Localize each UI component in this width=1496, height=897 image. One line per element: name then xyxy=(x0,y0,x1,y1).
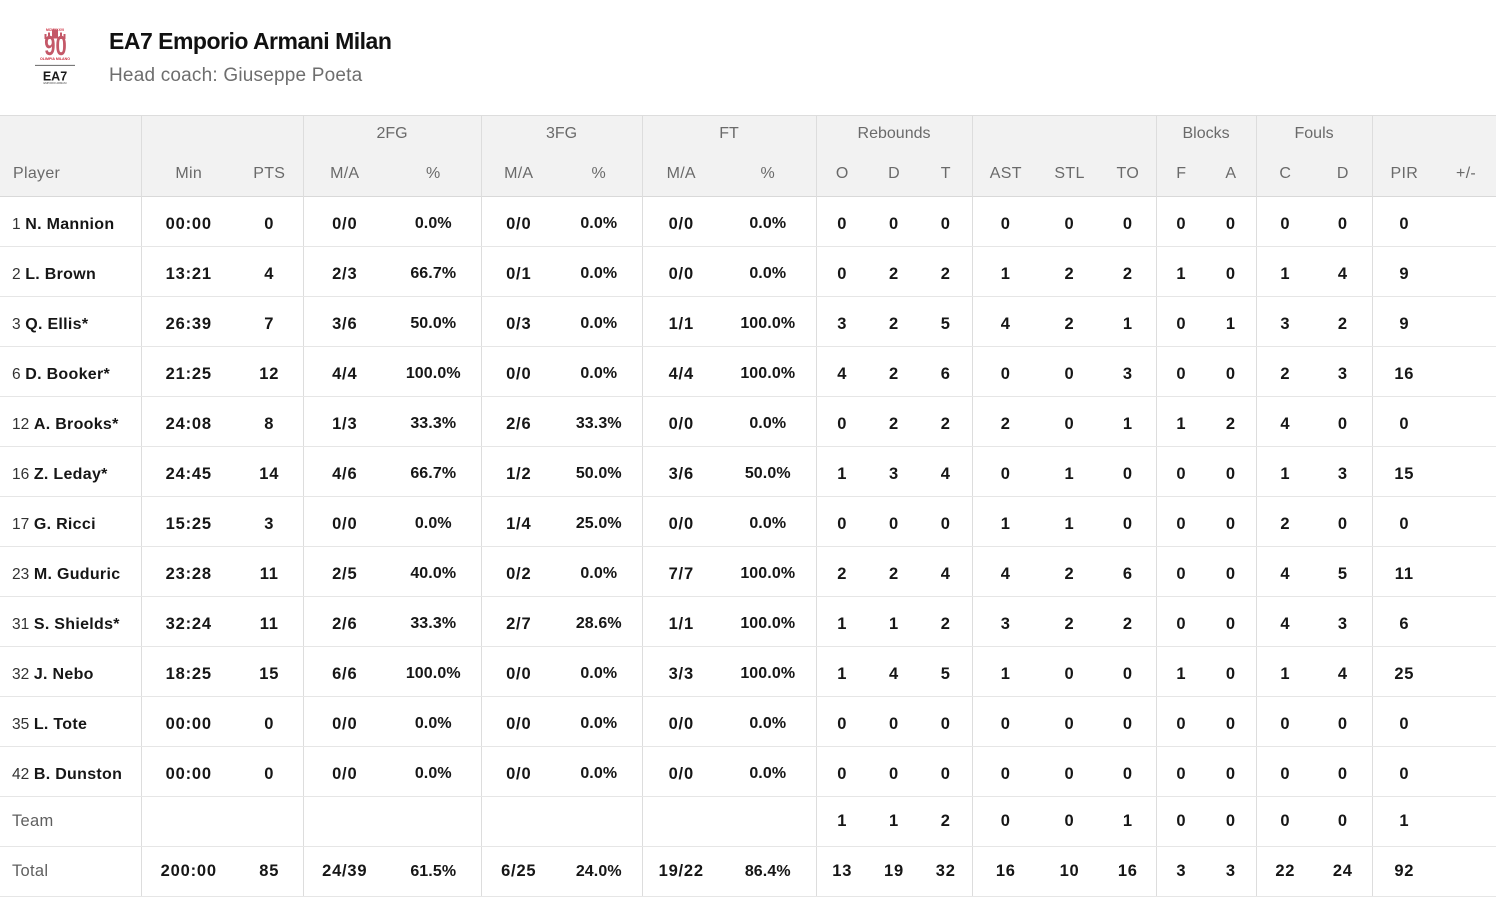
svg-text:EA7: EA7 xyxy=(43,70,67,84)
svg-text:90: 90 xyxy=(44,31,66,62)
svg-text:EMPORIO ARMANI: EMPORIO ARMANI xyxy=(44,81,67,85)
svg-text:OLIMPIA MILANO: OLIMPIA MILANO xyxy=(40,57,70,61)
